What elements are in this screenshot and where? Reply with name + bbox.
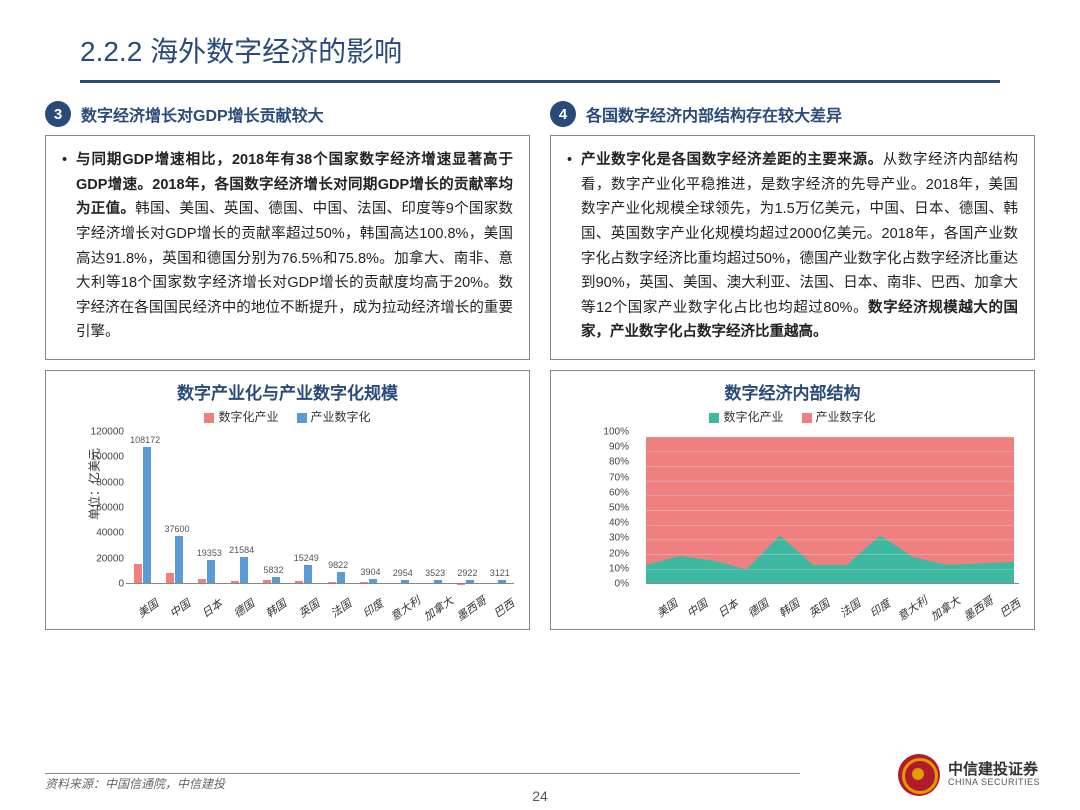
chart2-yticks: 0%10%20%30%40%50%60%70%80%90%100%: [601, 432, 631, 584]
chart2-area: 0%10%20%30%40%50%60%70%80%90%100% 美国中国日本…: [601, 427, 1019, 612]
logo-english: CHINA SECURITIES: [948, 778, 1040, 788]
logo-chinese: 中信建投证券: [948, 762, 1040, 779]
text-box-left: • 与同期GDP增速相比，2018年有38个国家数字经济增速显著高于GDP增速。…: [45, 135, 530, 360]
logo-icon: [898, 754, 940, 796]
chart-box-1: 数字产业化与产业数字化规模 数字化产业 产业数字化 单位：亿美元 0200004…: [45, 370, 530, 630]
chart1-legend: 数字化产业 产业数字化: [56, 408, 519, 425]
slide-title: 2.2.2 海外数字经济的影响: [0, 0, 1080, 80]
chart2-plot: [646, 437, 1014, 584]
body-mid-right: 从数字经济内部结构看，数字产业化平稳推进，是数字经济的先导产业。2018年，美国…: [581, 152, 1018, 316]
section-header-4: 4 各国数字经济内部结构存在较大差异: [550, 101, 1035, 127]
source-citation: 资料来源：中国信通院，中信建投: [45, 775, 225, 792]
badge-3: 3: [45, 101, 71, 127]
chart2-baseline: [646, 583, 1019, 584]
bold-lead-right: 产业数字化是各国数字经济差距的主要来源。: [581, 152, 883, 168]
section-number: 2.2.2: [80, 36, 142, 67]
chart-box-2: 数字经济内部结构 数字化产业 产业数字化 0%10%20%30%40%50%60…: [550, 370, 1035, 630]
chart1-area: 单位：亿美元 020000400006000080000100000120000…: [96, 427, 514, 612]
swatch-b: [297, 413, 307, 423]
company-logo: 中信建投证券 CHINA SECURITIES: [898, 754, 1040, 796]
legend1-b: 产业数字化: [311, 410, 371, 424]
badge-4: 4: [550, 101, 576, 127]
text-content-left: 与同期GDP增速相比，2018年有38个国家数字经济增速显著高于GDP增速。20…: [76, 148, 513, 345]
section-header-3: 3 数字经济增长对GDP增长贡献较大: [45, 101, 530, 127]
swatch-a: [204, 413, 214, 423]
source-rule: [45, 773, 800, 774]
chart2-svg: [646, 437, 1014, 584]
section-title-4: 各国数字经济内部结构存在较大差异: [586, 102, 842, 126]
right-column: 4 各国数字经济内部结构存在较大差异 • 产业数字化是各国数字经济差距的主要来源…: [550, 101, 1035, 630]
legend1-a: 数字化产业: [218, 410, 278, 424]
title-rule: [80, 80, 1000, 83]
two-column-layout: 3 数字经济增长对GDP增长贡献较大 • 与同期GDP增速相比，2018年有38…: [0, 101, 1080, 630]
chart1-yticks: 020000400006000080000100000120000: [96, 432, 126, 584]
bullet-icon: •: [567, 148, 581, 345]
chart1-baseline: [126, 583, 514, 584]
section-heading: 海外数字经济的影响: [150, 36, 402, 67]
chart1-bars: 1081723760019353215845832152499822390429…: [126, 432, 514, 584]
chart1-xlabels: 美国中国日本德国韩国英国法国印度意大利加拿大墨西哥巴西: [126, 598, 514, 614]
legend2-a: 数字化产业: [723, 410, 783, 424]
text-box-right: • 产业数字化是各国数字经济差距的主要来源。从数字经济内部结构看，数字产业化平稳…: [550, 135, 1035, 360]
left-column: 3 数字经济增长对GDP增长贡献较大 • 与同期GDP增速相比，2018年有38…: [45, 101, 530, 630]
body-rest-left: 韩国、美国、英国、德国、中国、法国、印度等9个国家数字经济增长对GDP增长的贡献…: [76, 201, 513, 340]
page-number: 24: [532, 788, 548, 804]
swatch2-a: [709, 413, 719, 423]
legend2-b: 产业数字化: [816, 410, 876, 424]
chart2-xlabels: 美国中国日本德国韩国英国法国印度意大利加拿大墨西哥巴西: [646, 598, 1019, 614]
chart1-title: 数字产业化与产业数字化规模: [56, 379, 519, 404]
chart2-title: 数字经济内部结构: [561, 379, 1024, 404]
section-title-3: 数字经济增长对GDP增长贡献较大: [81, 102, 324, 126]
bullet-icon: •: [62, 148, 76, 345]
swatch2-b: [802, 413, 812, 423]
chart2-legend: 数字化产业 产业数字化: [561, 408, 1024, 425]
text-content-right: 产业数字化是各国数字经济差距的主要来源。从数字经济内部结构看，数字产业化平稳推进…: [581, 148, 1018, 345]
